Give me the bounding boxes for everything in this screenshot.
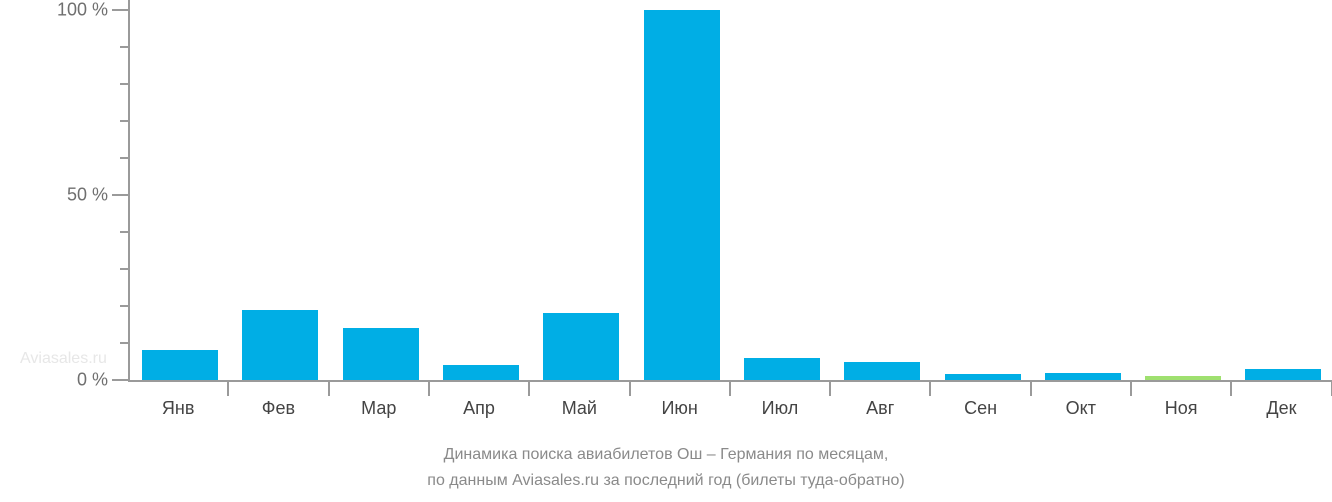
x-tick	[829, 382, 831, 396]
x-tick	[929, 382, 931, 396]
x-tick-label: Янв	[162, 398, 195, 419]
bar	[1245, 369, 1321, 380]
y-major-tick	[112, 9, 128, 11]
bar	[443, 365, 519, 380]
bar	[543, 313, 619, 380]
y-major-tick	[112, 379, 128, 381]
x-tick-label: Мар	[361, 398, 396, 419]
x-tick	[1030, 382, 1032, 396]
y-minor-tick	[120, 342, 128, 344]
bar	[844, 362, 920, 381]
x-tick	[227, 382, 229, 396]
x-tick-label: Сен	[964, 398, 997, 419]
x-tick-label: Авг	[866, 398, 894, 419]
y-minor-tick	[120, 157, 128, 159]
bar	[343, 328, 419, 380]
watermark-text: Aviasales.ru	[20, 350, 107, 368]
y-minor-tick	[120, 231, 128, 233]
bar	[644, 10, 720, 380]
x-tick-label: Фев	[262, 398, 295, 419]
x-tick	[629, 382, 631, 396]
y-minor-tick	[120, 120, 128, 122]
bar-chart: 0 % 50 % 100 % Янв Фев Мар Апр Май Июн Июл Авг Сен О…	[0, 0, 1332, 502]
bar	[1045, 373, 1121, 380]
x-tick-label: Июн	[661, 398, 697, 419]
caption-line-1: Динамика поиска авиабилетов Ош – Германи…	[0, 446, 1332, 464]
x-tick	[328, 382, 330, 396]
bar	[744, 358, 820, 380]
y-major-tick	[112, 194, 128, 196]
y-minor-tick	[120, 83, 128, 85]
x-tick	[1130, 382, 1132, 396]
x-tick-label: Ноя	[1165, 398, 1198, 419]
x-tick-label: Дек	[1266, 398, 1296, 419]
y-tick-label: 0 %	[77, 370, 108, 391]
x-tick-label: Окт	[1066, 398, 1096, 419]
plot-area	[128, 0, 1332, 380]
bar	[142, 350, 218, 380]
y-tick-label: 50 %	[67, 185, 108, 206]
x-tick	[428, 382, 430, 396]
y-minor-tick	[120, 268, 128, 270]
x-tick	[528, 382, 530, 396]
x-tick	[729, 382, 731, 396]
x-tick	[1230, 382, 1232, 396]
caption-line-2: по данным Aviasales.ru за последний год …	[0, 472, 1332, 490]
bar	[242, 310, 318, 380]
y-minor-tick	[120, 305, 128, 307]
x-tick-label: Май	[562, 398, 597, 419]
x-tick-label: Апр	[463, 398, 495, 419]
y-minor-tick	[120, 46, 128, 48]
x-tick-label: Июл	[762, 398, 799, 419]
y-tick-label: 100 %	[57, 0, 108, 21]
